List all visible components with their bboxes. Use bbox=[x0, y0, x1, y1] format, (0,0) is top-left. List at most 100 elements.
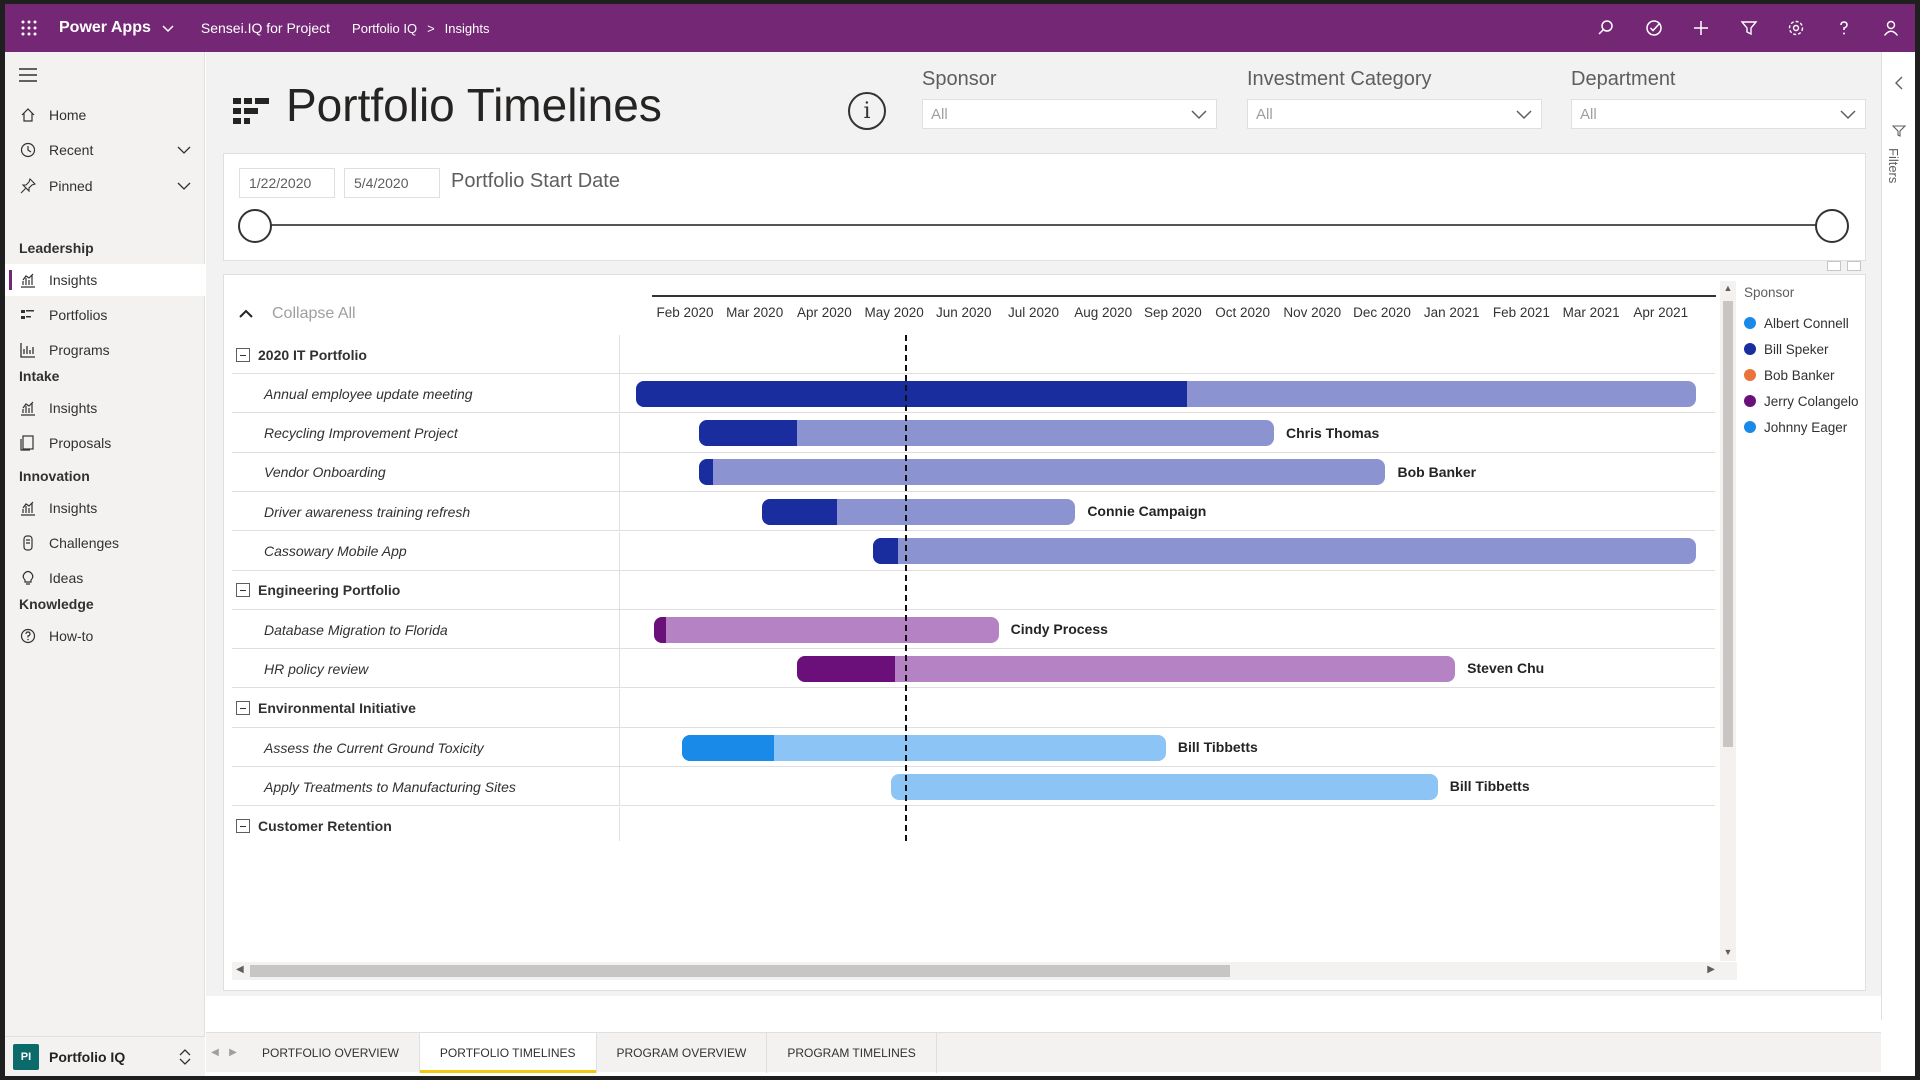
row-label-cell: Annual employee update meeting bbox=[232, 374, 620, 414]
range-end-handle[interactable] bbox=[1815, 209, 1849, 243]
legend-item[interactable]: Bill Speker bbox=[1744, 336, 1864, 362]
nav-item-programs[interactable]: Programs bbox=[5, 334, 205, 366]
range-start-handle[interactable] bbox=[238, 209, 272, 243]
timeline-bar[interactable] bbox=[653, 616, 999, 643]
timeline-bar[interactable] bbox=[796, 655, 1456, 682]
portfolio-group-row[interactable]: 2020 IT Portfolio bbox=[232, 335, 1715, 374]
legend-label: Johnny Eager bbox=[1764, 419, 1848, 435]
gear-icon[interactable] bbox=[1773, 4, 1821, 52]
end-date-input[interactable]: 5/4/2020 bbox=[344, 168, 440, 198]
horizontal-scrollbar[interactable]: ◀ ▶ bbox=[232, 962, 1737, 980]
sponsor-dropdown[interactable]: All bbox=[922, 99, 1217, 129]
scroll-down-icon[interactable]: ▼ bbox=[1723, 947, 1733, 957]
collapse-group-icon[interactable] bbox=[236, 583, 250, 598]
timeline-bar[interactable] bbox=[873, 538, 1696, 564]
legend-label: Albert Connell bbox=[1764, 315, 1849, 331]
portfolio-group-row[interactable]: Engineering Portfolio bbox=[232, 570, 1715, 610]
scroll-left-icon[interactable]: ◀ bbox=[236, 964, 244, 975]
collapse-group-icon[interactable] bbox=[236, 819, 250, 834]
search-icon[interactable] bbox=[1583, 4, 1631, 52]
scroll-up-icon[interactable]: ▲ bbox=[1723, 283, 1733, 293]
project-row[interactable]: Driver awareness training refresh Connie … bbox=[232, 492, 1715, 532]
timeline-bar[interactable] bbox=[890, 773, 1438, 800]
month-label: Nov 2020 bbox=[1283, 305, 1342, 320]
row-label: Assess the Current Ground Toxicity bbox=[264, 739, 484, 756]
focus-mode-icon[interactable] bbox=[1847, 261, 1861, 271]
nav-item-portfolios[interactable]: Portfolios bbox=[5, 299, 205, 331]
legend-item[interactable]: Johnny Eager bbox=[1744, 414, 1864, 440]
timeline-bar[interactable] bbox=[636, 380, 1696, 407]
chevron-down-icon[interactable] bbox=[177, 143, 191, 157]
nav-item-proposals[interactable]: Proposals bbox=[5, 427, 205, 459]
collapse-group-icon[interactable] bbox=[236, 701, 250, 716]
tab-portfolio-overview[interactable]: PORTFOLIO OVERVIEW bbox=[242, 1032, 420, 1073]
start-date-input[interactable]: 1/22/2020 bbox=[239, 168, 335, 198]
vertical-scrollbar[interactable]: ▲ ▼ bbox=[1720, 281, 1736, 961]
environment-name[interactable]: Sensei.IQ for Project bbox=[200, 20, 331, 36]
nav-item-home[interactable]: Home bbox=[5, 99, 205, 131]
area-switcher[interactable]: PI Portfolio IQ bbox=[5, 1036, 205, 1076]
timeline-bar[interactable] bbox=[681, 734, 1166, 761]
project-row[interactable]: Vendor Onboarding Bob Banker bbox=[232, 452, 1715, 492]
filter-icon[interactable] bbox=[1725, 4, 1773, 52]
timeline-bar[interactable] bbox=[761, 498, 1076, 525]
legend-item[interactable]: Jerry Colangelo bbox=[1744, 388, 1864, 414]
hamburger-menu-icon[interactable] bbox=[19, 68, 37, 82]
info-icon[interactable]: i bbox=[848, 92, 886, 130]
timeline-bar[interactable] bbox=[698, 459, 1386, 486]
nav-group-intake: Intake bbox=[19, 368, 60, 384]
filter-indicator-icon[interactable] bbox=[1827, 261, 1841, 271]
nav-item-challenges[interactable]: Challenges bbox=[5, 527, 205, 559]
nav-item-intake-insights[interactable]: Insights bbox=[5, 392, 205, 424]
chevron-left-icon[interactable]: ◀ bbox=[211, 1047, 219, 1058]
app-name[interactable]: Power Apps bbox=[59, 19, 151, 36]
chevron-up-down-icon[interactable] bbox=[179, 1048, 191, 1066]
nav-item-recent[interactable]: Recent bbox=[5, 134, 205, 166]
filters-pane[interactable]: Filters bbox=[1881, 52, 1915, 1020]
project-row[interactable]: HR policy review Steven Chu bbox=[232, 649, 1715, 689]
date-range-label: Portfolio Start Date bbox=[451, 170, 620, 192]
chevron-down-icon[interactable] bbox=[177, 179, 191, 193]
scrollbar-thumb[interactable] bbox=[250, 965, 1230, 977]
project-row[interactable]: Cassowary Mobile App bbox=[232, 531, 1715, 571]
nav-item-pinned[interactable]: Pinned bbox=[5, 170, 205, 202]
scrollbar-thumb[interactable] bbox=[1723, 301, 1733, 747]
nav-item-how-to[interactable]: How-to bbox=[5, 620, 205, 652]
app-launcher-icon[interactable] bbox=[5, 4, 53, 52]
timeline-bar[interactable] bbox=[698, 420, 1274, 447]
user-icon[interactable] bbox=[1868, 4, 1916, 52]
help-icon[interactable] bbox=[1820, 4, 1868, 52]
nav-item-innovation-insights[interactable]: Insights bbox=[5, 492, 205, 524]
portfolio-group-row[interactable]: Environmental Initiative bbox=[232, 688, 1715, 728]
project-row[interactable]: Assess the Current Ground Toxicity Bill T… bbox=[232, 728, 1715, 767]
project-row[interactable]: Annual employee update meeting bbox=[232, 374, 1715, 414]
month-label: Jul 2020 bbox=[1007, 305, 1060, 320]
chevron-left-icon[interactable] bbox=[1892, 76, 1906, 90]
tab-portfolio-timelines[interactable]: PORTFOLIO TIMELINES bbox=[419, 1032, 597, 1073]
scroll-right-icon[interactable]: ▶ bbox=[1707, 964, 1715, 975]
collapse-all-button[interactable]: Collapse All bbox=[238, 305, 356, 323]
portfolio-group-row[interactable]: Customer Retention bbox=[232, 806, 1715, 841]
department-dropdown[interactable]: All bbox=[1571, 99, 1866, 129]
collapse-group-icon[interactable] bbox=[236, 347, 250, 362]
task-icon[interactable] bbox=[1630, 4, 1678, 52]
project-row[interactable]: Apply Treatments to Manufacturing Sites B… bbox=[232, 767, 1715, 807]
row-label-cell: Assess the Current Ground Toxicity bbox=[232, 728, 620, 767]
plus-icon[interactable] bbox=[1678, 4, 1726, 52]
row-label-cell: Vendor Onboarding bbox=[232, 452, 620, 492]
tab-program-timelines[interactable]: PROGRAM TIMELINES bbox=[767, 1032, 937, 1073]
chevron-right-icon[interactable]: ▶ bbox=[229, 1047, 237, 1058]
timeline-bar-progress bbox=[681, 734, 774, 761]
project-row[interactable]: Recycling Improvement Project Chris Thoma… bbox=[232, 413, 1715, 453]
breadcrumb-separator: > bbox=[427, 20, 435, 36]
legend-item[interactable]: Bob Banker bbox=[1744, 362, 1864, 388]
nav-item-leadership-insights[interactable]: Insights bbox=[5, 264, 205, 296]
investment-category-dropdown[interactable]: All bbox=[1247, 99, 1542, 129]
date-range-track[interactable] bbox=[254, 224, 1834, 226]
legend-item[interactable]: Albert Connell bbox=[1744, 310, 1864, 336]
nav-item-ideas[interactable]: Ideas bbox=[5, 562, 205, 594]
chevron-down-icon[interactable] bbox=[161, 21, 175, 35]
project-row[interactable]: Database Migration to Florida Cindy Proce… bbox=[232, 610, 1715, 650]
breadcrumb-app[interactable]: Portfolio IQ bbox=[352, 20, 418, 36]
tab-program-overview[interactable]: PROGRAM OVERVIEW bbox=[597, 1032, 768, 1073]
